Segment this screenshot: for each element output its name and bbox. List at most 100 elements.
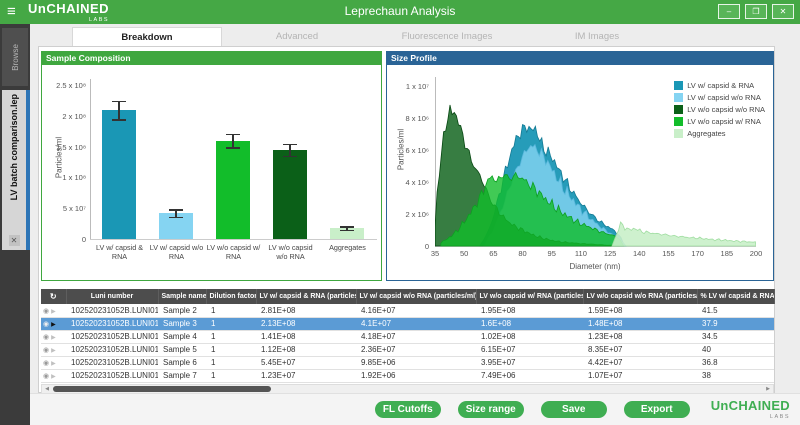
error-bar-line	[175, 209, 177, 217]
table-cell[interactable]: 102520231052B.LUNI011	[66, 317, 158, 331]
table-cell[interactable]: 102520231052B.LUNI012	[66, 330, 158, 344]
column-header[interactable]: LV w/ capsid w/o RNA (particles/ml)	[356, 289, 477, 304]
table-cell[interactable]: Sample 4	[158, 330, 206, 344]
table-cell[interactable]: 1.6E+08	[476, 317, 583, 331]
table-cell[interactable]: 2.13E+08	[256, 317, 356, 331]
export-button[interactable]: Export	[623, 401, 690, 418]
sidebar-tab-open-file[interactable]: LV batch comparison.lep ✕	[2, 90, 30, 250]
table-cell[interactable]: 1.95E+08	[476, 304, 583, 318]
area-x-tick-label: 200	[749, 249, 763, 258]
table-row[interactable]: ◉ ▶ 102520231052B.LUNI011 Sample 3 1 2.13E+08…	[41, 317, 774, 331]
tab-im-images[interactable]: IM Images	[574, 31, 620, 42]
table-row[interactable]: ◉ ▶ 102520231052B.LUNI014 Sample 6 1 5.45E+07…	[41, 356, 774, 370]
table-cell[interactable]: 1.23E+08	[583, 330, 697, 344]
area-chart-x-axis	[435, 246, 756, 247]
row-radio-icon[interactable]: ◉	[43, 373, 50, 380]
row-radio-icon[interactable]: ◉	[43, 347, 50, 354]
table-cell[interactable]: 40	[697, 343, 774, 357]
close-button[interactable]: ✕	[772, 4, 794, 19]
table-row[interactable]: ◉ ▶ 102520231052B.LUNI012 Sample 4 1 1.41E+08…	[41, 330, 774, 344]
table-cell[interactable]: 1.12E+08	[256, 343, 356, 357]
fl-cutoffs-button[interactable]: FL Cutoffs	[374, 401, 441, 418]
legend-swatch	[674, 105, 684, 114]
table-cell[interactable]: 1.07E+07	[583, 369, 697, 383]
tab-breakdown[interactable]: Breakdown	[72, 27, 222, 47]
table-cell[interactable]: Sample 6	[158, 356, 206, 370]
table-cell[interactable]: 38	[697, 369, 774, 383]
table-cell[interactable]: 4.42E+07	[583, 356, 697, 370]
column-header[interactable]: LV w/o capsid w/ RNA (particles/ml)	[476, 289, 584, 304]
table-row[interactable]: ◉ ▶ 102520231052B.LUNI015 Sample 7 1 1.23E+07…	[41, 369, 774, 383]
file-tab-accent-stripe	[26, 90, 30, 250]
table-cell[interactable]: 102520231052B.LUNI010	[66, 304, 158, 318]
row-radio-icon[interactable]: ◉	[43, 307, 50, 315]
bar-y-tick-label: 2 x 10⁸	[62, 111, 86, 121]
legend-label: LV w/o capsid w/o RNA	[687, 105, 765, 114]
table-cell[interactable]: 2.81E+08	[256, 304, 356, 318]
scroll-left-icon[interactable]: ◀	[45, 386, 49, 392]
table-cell[interactable]: 4.16E+07	[356, 304, 476, 318]
table-cell[interactable]: 1.23E+07	[256, 369, 356, 383]
table-cell[interactable]: Sample 2	[158, 304, 206, 318]
table-cell[interactable]: 5.45E+07	[256, 356, 356, 370]
table-cell[interactable]: 1	[206, 356, 256, 370]
menu-icon[interactable]: ≡	[7, 3, 16, 20]
table-row[interactable]: ◉ ▶ 102520231052B.LUNI013 Sample 5 1 1.12E+08…	[41, 343, 774, 357]
size-profile-title: Size Profile	[387, 52, 773, 65]
row-radio-icon[interactable]: ◉	[43, 360, 50, 367]
size-range-button[interactable]: Size range	[457, 401, 524, 418]
table-cell[interactable]: 1	[206, 343, 256, 357]
table-cell[interactable]: 37.9	[697, 317, 774, 331]
row-radio-icon[interactable]: ◉	[43, 334, 50, 341]
minimize-button[interactable]: –	[718, 4, 740, 19]
column-header[interactable]: Dilution factor	[206, 289, 257, 304]
table-cell[interactable]: 41.5	[697, 304, 774, 318]
column-header[interactable]: LV w/ capsid & RNA (particles/ml)	[256, 289, 357, 304]
table-row[interactable]: ◉ ▶ 102520231052B.LUNI010 Sample 2 1 2.81E+08…	[41, 304, 774, 318]
table-cell[interactable]: 1.48E+08	[583, 317, 697, 331]
sidebar-tab-browse[interactable]: Browse	[2, 28, 28, 86]
footer-logo-main: UnCHAINED	[710, 398, 790, 414]
bar-y-tick-label: 0	[81, 235, 86, 244]
table-cell[interactable]: Sample 7	[158, 369, 206, 383]
table-cell[interactable]: 1.41E+08	[256, 330, 356, 344]
table-cell[interactable]: 1	[206, 369, 256, 383]
table-cell[interactable]: Sample 5	[158, 343, 206, 357]
table-cell[interactable]: 8.35E+07	[583, 343, 697, 357]
save-button[interactable]: Save	[540, 401, 607, 418]
table-cell[interactable]: 102520231052B.LUNI015	[66, 369, 158, 383]
row-chevron-icon: ▶	[51, 322, 56, 328]
table-cell[interactable]: 102520231052B.LUNI013	[66, 343, 158, 357]
tab-fluorescence-images[interactable]: Fluorescence Images	[401, 31, 493, 42]
table-cell[interactable]: 2.36E+07	[356, 343, 476, 357]
table-cell[interactable]: 4.1E+07	[356, 317, 476, 331]
tab-advanced[interactable]: Advanced	[275, 31, 319, 42]
column-header[interactable]: Luni number	[66, 289, 159, 304]
table-cell[interactable]: 1	[206, 330, 256, 344]
table-cell[interactable]: 4.18E+07	[356, 330, 476, 344]
table-cell[interactable]: 6.15E+07	[476, 343, 583, 357]
table-cell[interactable]: 1	[206, 317, 256, 331]
bar-slot: LV w/o capsid w/o RNA	[262, 79, 319, 261]
table-cell[interactable]: 3.95E+07	[476, 356, 583, 370]
area-x-tick-label: 140	[633, 249, 646, 258]
column-header[interactable]: LV w/o capsid w/o RNA (particles/ml)	[583, 289, 698, 304]
table-cell[interactable]: 1.59E+08	[583, 304, 697, 318]
row-radio-icon[interactable]: ◉	[43, 321, 50, 328]
column-header[interactable]: Sample name	[158, 289, 207, 304]
table-cell[interactable]: 34.5	[697, 330, 774, 344]
table-cell[interactable]: 1	[206, 304, 256, 318]
table-cell[interactable]: Sample 3	[158, 317, 206, 331]
table-cell[interactable]: 36.8	[697, 356, 774, 370]
scroll-right-icon[interactable]: ▶	[766, 386, 770, 392]
scrollbar-thumb[interactable]	[53, 386, 271, 392]
file-tab-close-icon[interactable]: ✕	[8, 235, 20, 246]
restore-button[interactable]: ❐	[745, 4, 767, 19]
column-header-selector[interactable]: ↻	[41, 289, 67, 304]
table-cell[interactable]: 9.85E+06	[356, 356, 476, 370]
column-header[interactable]: % LV w/ capsid & RNA	[697, 289, 775, 304]
table-cell[interactable]: 1.02E+08	[476, 330, 583, 344]
table-cell[interactable]: 1.92E+06	[356, 369, 476, 383]
table-cell[interactable]: 7.49E+06	[476, 369, 583, 383]
table-cell[interactable]: 102520231052B.LUNI014	[66, 356, 158, 370]
